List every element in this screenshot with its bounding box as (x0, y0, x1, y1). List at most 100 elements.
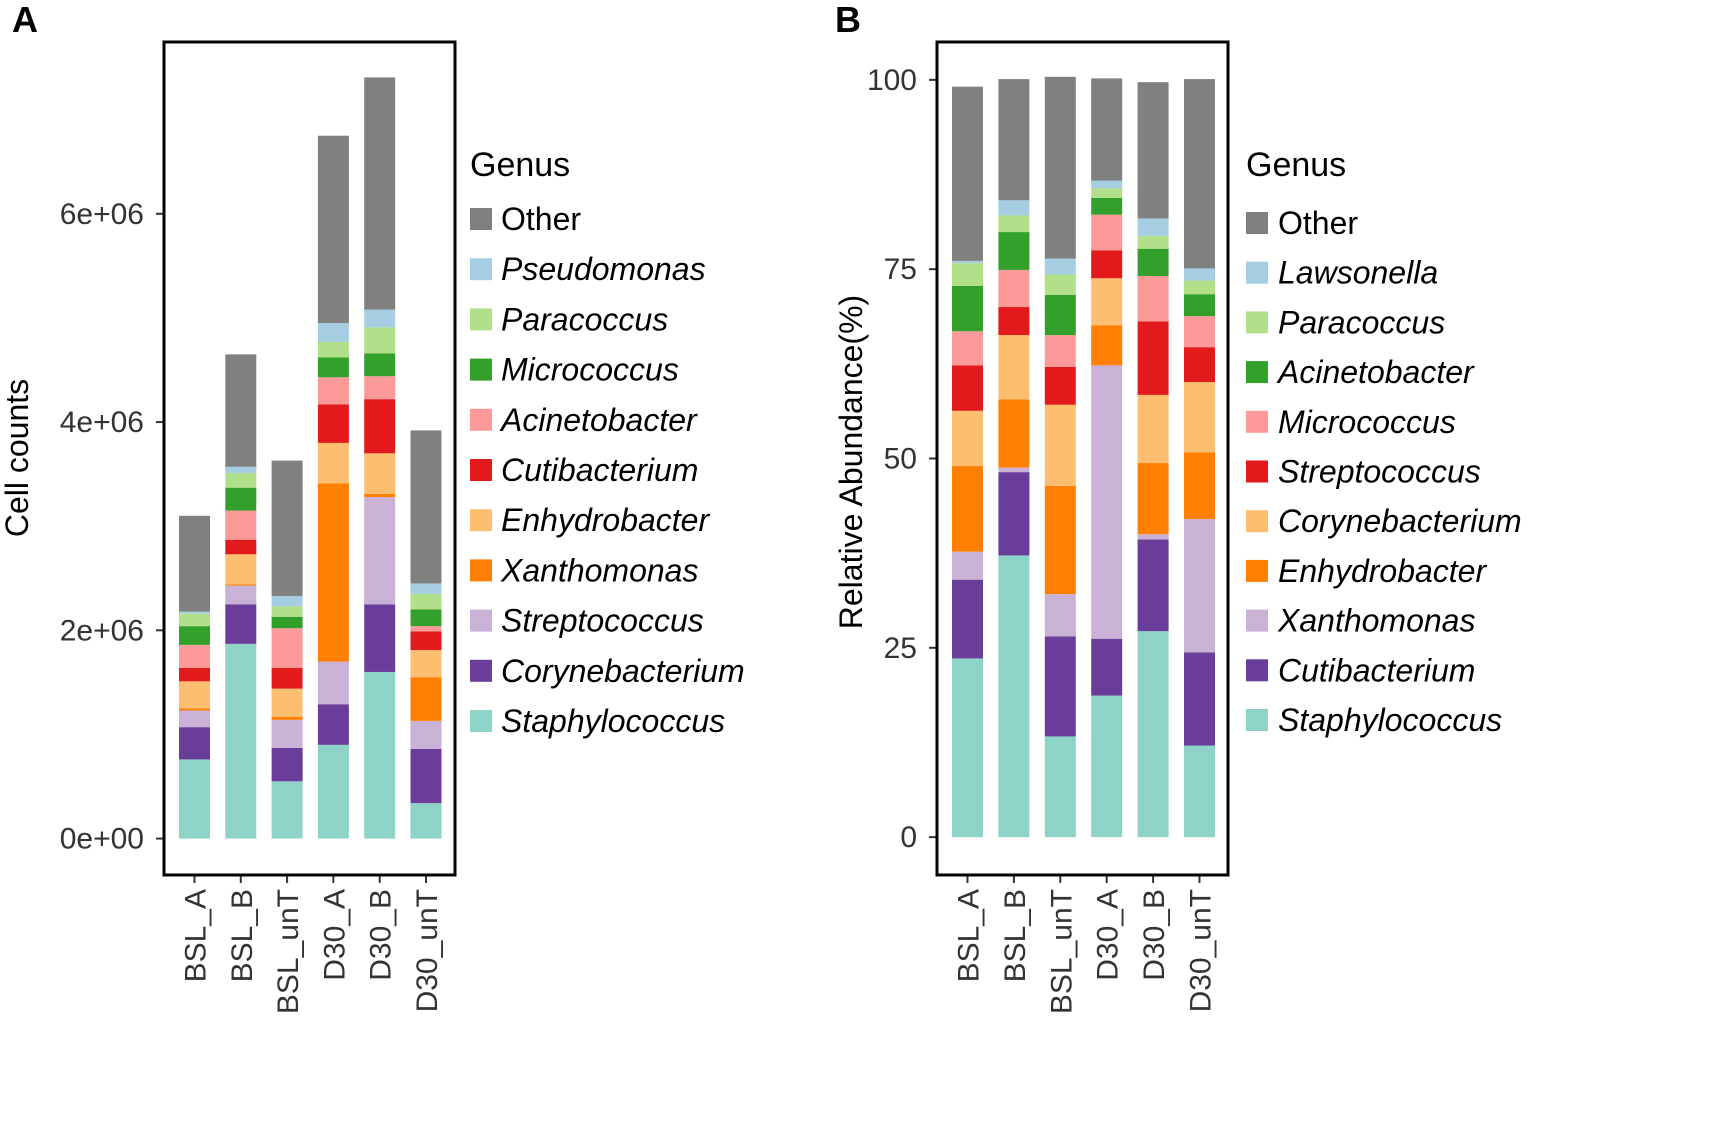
legend-swatch (1246, 460, 1268, 483)
bar-segment-d30-unt-acinetobacter (1184, 294, 1215, 317)
y-tick-label: 100 (867, 64, 917, 97)
bar-segment-d30-b-streptococcus (1137, 321, 1169, 395)
bar-segment-d30-unt-micrococcus (1184, 316, 1215, 348)
x-tick-label: BSL_A (180, 889, 213, 982)
legend-swatch (1246, 559, 1268, 582)
legend-label: Other (501, 201, 581, 237)
x-tick-label: BSL_B (226, 889, 259, 982)
legend-swatch (1246, 609, 1268, 632)
bar-segment-d30-unt-streptococcus (1184, 347, 1215, 383)
legend-label: Staphylococcus (501, 703, 725, 739)
legend-title: Genus (470, 146, 570, 184)
bar-segment-d30-b-xanthomonas (364, 493, 396, 498)
bar-segment-d30-b-other (364, 77, 396, 310)
bar-segment-bsl-a-corynebacterium (952, 410, 983, 467)
bar-segment-bsl-a-other (179, 515, 210, 612)
legend-swatch (1246, 709, 1268, 731)
legend-swatch (1246, 212, 1268, 234)
bar-segment-d30-unt-corynebacterium (410, 749, 442, 804)
bar-segment-bsl-a-xanthomonas (952, 551, 983, 580)
bar-segment-d30-a-streptococcus (317, 661, 349, 705)
x-tick-label: BSL_A (953, 889, 986, 982)
bar-segment-d30-b-staphylococcus (1137, 631, 1169, 838)
bar-segment-d30-unt-xanthomonas (410, 677, 442, 721)
bar-segment-bsl-b-paracoccus (225, 473, 257, 488)
bar-segment-d30-a-other (1091, 78, 1123, 181)
bar-segment-bsl-unt-xanthomonas (1044, 594, 1076, 637)
legend-label: Cutibacterium (501, 452, 698, 488)
legend-swatch (470, 710, 492, 732)
bar-segment-bsl-a-streptococcus (179, 710, 210, 728)
legend-label: Acinetobacter (1276, 354, 1475, 390)
bar-segment-d30-b-micrococcus (1137, 275, 1169, 322)
bar-segment-bsl-b-enhydrobacter (998, 399, 1030, 468)
bar-segment-d30-a-paracoccus (1091, 188, 1123, 198)
y-tick-label: 25 (884, 632, 917, 665)
bar-segment-d30-a-xanthomonas (317, 483, 349, 662)
legend-swatch (470, 559, 492, 582)
bar-segment-bsl-unt-xanthomonas (271, 716, 303, 720)
bar-segment-bsl-a-pseudomonas (179, 611, 210, 614)
legend-label: Micrococcus (501, 352, 679, 388)
legend-label: Xanthomonas (1277, 603, 1475, 639)
bar-segment-d30-unt-paracoccus (410, 593, 442, 610)
bar-segment-bsl-a-acinetobacter (952, 285, 983, 332)
bar-segment-d30-unt-enhydrobacter (1184, 452, 1215, 520)
bar-segment-d30-a-micrococcus (1091, 214, 1123, 251)
bar-segment-bsl-a-micrococcus (179, 626, 210, 645)
x-tick-label: D30_unT (411, 889, 444, 1012)
bar-segment-bsl-a-xanthomonas (179, 708, 210, 711)
x-tick-label: D30_A (318, 889, 351, 981)
bar-segment-d30-a-corynebacterium (1091, 278, 1123, 326)
y-axis-title: Relative Abundance(%) (833, 295, 869, 629)
bar-segment-bsl-unt-other (1044, 76, 1076, 259)
y-tick-label: 4e+06 (60, 406, 144, 439)
bar-segment-bsl-unt-streptococcus (1044, 366, 1076, 405)
bar-segment-bsl-unt-paracoccus (271, 606, 303, 617)
y-axis-title: Cell counts (0, 379, 35, 537)
bar-segment-d30-b-enhydrobacter (1137, 463, 1169, 535)
panel-b: B Relative Abundance(%) 0 25 50 75 100 BSL_A BSL… (833, 0, 1522, 1014)
legend-label: Other (1278, 205, 1358, 241)
panel-letter: A (12, 0, 38, 40)
bar-segment-bsl-b-acinetobacter (998, 232, 1030, 270)
bar-segment-bsl-b-micrococcus (998, 269, 1030, 308)
bar-segment-d30-b-paracoccus (1137, 235, 1169, 249)
bar-segment-d30-a-staphylococcus (1091, 695, 1123, 838)
bar-segment-bsl-unt-staphylococcus (271, 781, 303, 839)
bar-segment-bsl-b-corynebacterium (998, 335, 1030, 400)
legend-label: Corynebacterium (1278, 503, 1522, 539)
legend-label: Pseudomonas (501, 251, 706, 287)
bar-segment-bsl-a-paracoccus (952, 263, 983, 286)
legend-swatch (1246, 311, 1268, 334)
legend-swatch (1246, 659, 1268, 682)
bar-segment-d30-a-xanthomonas (1091, 365, 1123, 639)
x-tick-label: D30_B (365, 889, 398, 981)
bar-segment-bsl-b-cutibacterium (998, 472, 1030, 556)
bar-segment-d30-unt-micrococcus (410, 609, 442, 627)
bar-segment-bsl-b-paracoccus (998, 215, 1030, 233)
bar-segment-bsl-a-micrococcus (952, 331, 983, 366)
bar-segment-d30-a-paracoccus (317, 341, 349, 358)
bar-segment-bsl-b-other (998, 79, 1030, 201)
bar-segment-d30-a-cutibacterium (317, 404, 349, 443)
bar-segment-d30-b-corynebacterium (1137, 394, 1169, 464)
bar-segment-d30-b-xanthomonas (1137, 534, 1169, 540)
plot-frame (162, 40, 457, 877)
bar-segment-bsl-a-paracoccus (179, 613, 210, 627)
bar-segment-bsl-unt-paracoccus (1044, 274, 1076, 295)
legend-label: Paracoccus (501, 301, 668, 337)
bar-segment-bsl-a-staphylococcus (179, 759, 210, 839)
bar-segment-bsl-unt-micrococcus (271, 616, 303, 629)
bar-segment-bsl-unt-acinetobacter (271, 628, 303, 668)
panel-letter: B (835, 0, 861, 40)
bar-segment-bsl-b-lawsonella (998, 200, 1030, 216)
legend-label: Staphylococcus (1278, 702, 1502, 738)
legend-label: Acinetobacter (499, 402, 698, 438)
bar-segment-d30-unt-staphylococcus (410, 803, 442, 839)
bar-segment-bsl-unt-micrococcus (1044, 335, 1076, 367)
bar-segment-d30-b-pseudomonas (364, 309, 396, 328)
legend-label: Micrococcus (1278, 404, 1456, 440)
bar-segment-d30-unt-lawsonella (1184, 268, 1215, 281)
legend-swatch (470, 308, 492, 331)
